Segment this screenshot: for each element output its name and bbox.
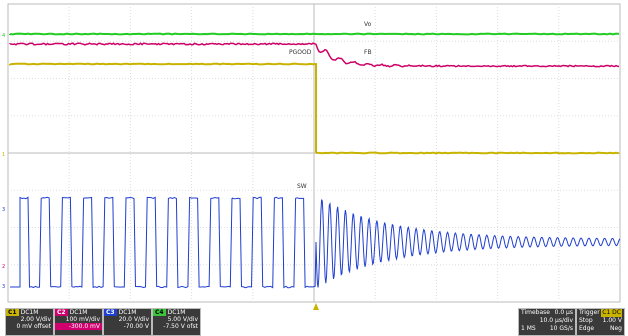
- c3-name: DC1M: [119, 309, 137, 316]
- c3-scale: 20.0 V/div: [119, 316, 149, 323]
- timebase-value: 0.0 µs: [555, 309, 573, 317]
- timebase-box[interactable]: Timebase 0.0 µs 10.0 µs/div 1 MS 10 GS/s: [518, 308, 576, 336]
- c4-scale: 5.00 V/div: [168, 316, 198, 323]
- c2-name: DC1M: [70, 309, 88, 316]
- vo-label: Vo: [364, 21, 372, 28]
- c3-offset: -70.00 V: [124, 323, 149, 330]
- c2-scale: 100 mV/div: [66, 316, 100, 323]
- channel-c2-box[interactable]: C2 DC1M 100 mV/div -300.0 mV: [54, 308, 103, 336]
- c2-level-marker: 2: [2, 264, 5, 270]
- channel-c3-box[interactable]: C3 DC1M 20.0 V/div -70.00 V: [103, 308, 152, 336]
- c3-tag: C3: [104, 309, 117, 316]
- c3-level-marker: 3: [2, 207, 5, 213]
- trigger-slope: Neg: [610, 325, 622, 333]
- pgood-label: PGOOD: [289, 49, 312, 56]
- c4-name: DC1M: [168, 309, 186, 316]
- c4-tag: C4: [153, 309, 166, 316]
- timebase-rate: 10 GS/s: [550, 325, 573, 333]
- c3b-level-marker: 3: [2, 284, 5, 290]
- sw-trace: [10, 197, 620, 287]
- c1-tag: C1: [6, 309, 19, 316]
- c2-offset: -300.0 mV: [69, 323, 100, 330]
- sw-label: SW: [297, 183, 307, 190]
- c1-offset: 0 mV offset: [16, 323, 51, 330]
- trigger-level: 1.00 V: [603, 317, 622, 325]
- vo-trace: [10, 34, 619, 35]
- fb-label: FB: [364, 49, 372, 56]
- trigger-channel: C1 DC: [601, 309, 622, 317]
- timebase-label: Timebase: [521, 309, 550, 317]
- channel-c1-box[interactable]: C1 DC1M 2.00 V/div 0 mV offset: [5, 308, 54, 336]
- c1-scale: 2.00 V/div: [21, 316, 51, 323]
- c4-offset: -7.50 V ofst: [163, 323, 198, 330]
- c2-tag: C2: [55, 309, 68, 316]
- trigger-box[interactable]: Trigger C1 DC Stop 1.00 V Edge Neg: [576, 308, 625, 336]
- trigger-label: Trigger: [579, 309, 600, 317]
- trigger-position-marker[interactable]: [313, 303, 319, 310]
- c1-level-marker: 1: [2, 152, 5, 158]
- c4-level-marker: 4: [2, 33, 5, 39]
- channel-c4-box[interactable]: C4 DC1M 5.00 V/div -7.50 V ofst: [152, 308, 201, 336]
- timebase-per-div: 10.0 µs/div: [540, 317, 573, 325]
- c1-name: DC1M: [21, 309, 39, 316]
- timebase-samples: 1 MS: [521, 325, 536, 333]
- trigger-type: Edge: [579, 325, 594, 333]
- trigger-mode: Stop: [579, 317, 593, 325]
